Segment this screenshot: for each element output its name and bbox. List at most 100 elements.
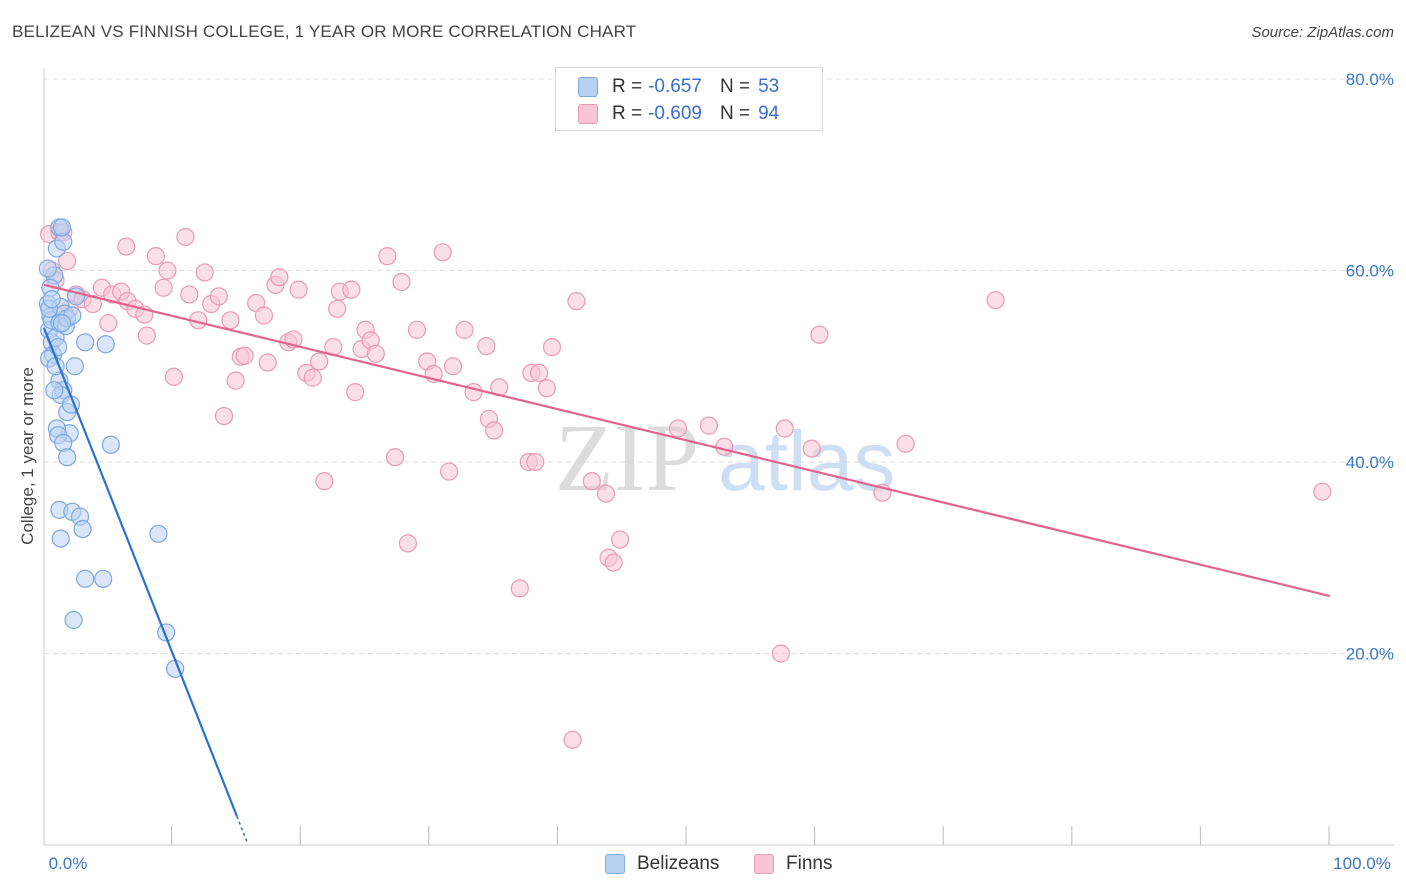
finns-point [99,314,118,333]
x-tick-label: 0.0% [49,854,88,873]
tick-labels: 20.0% 40.0% 60.0% 80.0% 0.0% 100.0% [49,70,1394,873]
belizeans-trendline-extension [236,815,248,843]
finns-point [715,437,734,456]
finns-point [226,371,245,390]
belizeans-point [101,435,120,454]
belizeans-point [52,218,72,237]
watermark-atlas: atlas [718,414,895,508]
belizeans-point [58,448,77,467]
finns-point [58,251,77,271]
y-tick-label: 40.0% [1346,453,1394,472]
finns-points [40,223,1332,749]
finns-point [810,325,829,344]
legend-item-finns[interactable]: Finns [754,852,832,876]
belizeans-point [94,569,113,588]
finns-point [254,306,274,325]
n-value: 94 [758,103,780,124]
finns-point [775,419,794,438]
belizeans-point [76,333,95,352]
finns-point [176,227,195,247]
finns-point [342,280,361,299]
n-label: N = [719,103,751,124]
finns-trendline [43,283,1331,598]
belizeans-swatch [578,77,598,97]
finns-point [443,357,463,376]
finns-point [433,243,452,262]
finns-point [117,237,136,256]
finns-point [485,421,504,440]
finns-point [346,383,365,402]
finns-point [289,280,308,299]
finns-point [385,448,405,467]
finns-point [137,326,156,345]
finns-point [366,344,385,363]
source-label: Source: ZipAtlas.com [1251,24,1394,41]
finns-point [146,247,165,266]
finns-point [310,352,329,371]
belizeans-swatch [605,854,625,874]
r-label: R = [612,76,643,97]
finns-point [303,368,322,387]
finns-point [258,353,277,372]
legend-row-finns: R = -0.609 N = 94 [578,101,779,127]
finns-point [567,292,586,311]
finns-point [530,363,549,383]
finns-point [477,337,496,356]
finns-point [464,383,483,402]
axes [43,68,1394,846]
finns-point [596,484,616,503]
x-tick-label: 100.0% [1333,854,1391,873]
finns-point [315,472,334,491]
finns-point [611,530,630,549]
belizeans-point [96,335,115,354]
legend-row-belizeans: R = -0.657 N = 53 [578,74,779,100]
finns-point [214,406,234,426]
n-label: N = [719,76,751,97]
belizeans-trendline [42,327,238,817]
belizeans-point [65,357,84,376]
legend-box: R = -0.657 N = 53 R = -0.609 N = 94 [555,67,823,131]
finns-point [526,452,545,472]
trendlines [42,283,1331,843]
gridlines [44,78,1394,654]
y-axis-label: College, 1 year or more [18,367,37,545]
y-tick-label: 20.0% [1346,645,1394,664]
r-value: -0.609 [648,103,702,124]
finns-point [699,416,718,435]
legend-label-finns: Finns [786,853,833,874]
finns-point [180,285,199,304]
finns-point [158,261,177,280]
finns-point [455,320,474,339]
finns-point [164,367,183,386]
finns-point [195,263,214,282]
finns-point [986,291,1005,310]
finns-point [407,320,427,339]
finns-point [235,346,254,365]
finns-point [209,287,228,306]
finns-point [582,472,601,491]
finns-point [83,294,102,314]
belizeans-point [73,519,92,539]
finns-point [604,553,623,572]
finns-point [896,434,915,453]
belizeans-points [38,218,185,678]
legend-item-belizeans[interactable]: Belizeans [605,852,719,876]
finns-point [270,268,289,287]
finns-point [154,278,173,297]
chart-title: BELIZEAN VS FINNISH COLLEGE, 1 YEAR OR M… [12,22,637,41]
belizeans-point [51,529,70,548]
finns-point [398,534,418,553]
finns-point [563,730,582,749]
finns-point [771,644,790,663]
finns-point [1313,482,1332,501]
finns-point [392,272,411,292]
belizeans-point [64,610,83,630]
finns-point [328,299,347,318]
belizeans-point [149,524,168,543]
belizeans-point [52,314,72,333]
finns-point [537,379,556,398]
y-tick-label: 60.0% [1346,262,1394,281]
finns-point [221,311,240,330]
finns-point [378,247,397,266]
